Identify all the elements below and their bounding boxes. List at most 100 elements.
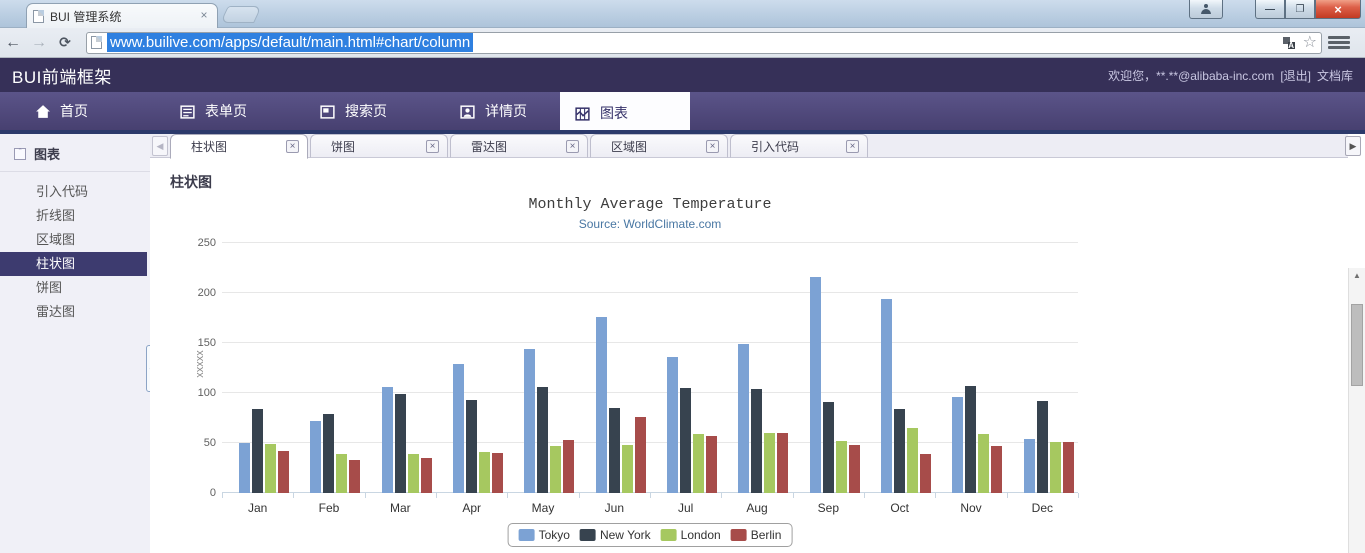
nav-item-5[interactable]: 图表: [560, 92, 690, 134]
bar-new-york-aug[interactable]: [751, 389, 763, 493]
collapse-group-icon[interactable]: ＾: [14, 147, 26, 160]
bar-new-york-nov[interactable]: [965, 386, 977, 493]
doc-tab-close-icon[interactable]: ×: [566, 139, 579, 153]
bar-tokyo-nov[interactable]: [952, 397, 964, 493]
logout-link[interactable]: [退出]: [1280, 68, 1311, 83]
doc-tab-4[interactable]: 区域图 ×: [590, 134, 728, 158]
bar-london-jun[interactable]: [621, 445, 633, 493]
legend-item-new-york[interactable]: New York: [579, 528, 651, 542]
bar-berlin-oct[interactable]: [920, 454, 931, 493]
reload-button[interactable]: ⟳: [59, 34, 71, 50]
bar-berlin-mar[interactable]: [420, 458, 432, 493]
bar-berlin-sep[interactable]: [848, 445, 860, 493]
bar-tokyo-sep[interactable]: [809, 277, 821, 493]
bar-london-sep[interactable]: [835, 441, 847, 493]
bar-berlin-aug[interactable]: [777, 433, 789, 493]
sidebar-item-6[interactable]: 雷达图: [36, 304, 76, 319]
bar-tokyo-feb[interactable]: [310, 421, 322, 493]
nav-item-2[interactable]: 表单页: [165, 92, 261, 130]
bar-tokyo-oct[interactable]: [881, 299, 892, 493]
bar-berlin-jun[interactable]: [634, 417, 646, 493]
page-scrollbar[interactable]: ▲ ▼: [1348, 268, 1365, 553]
nav-item-3[interactable]: 搜索页: [305, 92, 401, 130]
doc-tab-2[interactable]: 饼图 ×: [310, 134, 448, 158]
doc-tab-close-icon[interactable]: ×: [846, 139, 859, 153]
bar-berlin-nov[interactable]: [991, 446, 1003, 493]
x-tick: [578, 493, 580, 498]
tab-scroll-right-button[interactable]: ▶: [1345, 136, 1361, 156]
legend-item-london[interactable]: London: [660, 528, 721, 542]
bar-london-jan[interactable]: [265, 444, 276, 493]
bar-tokyo-jun[interactable]: [595, 317, 607, 493]
translate-icon[interactable]: [1282, 36, 1295, 49]
sidebar-item-1[interactable]: 引入代码: [36, 184, 89, 199]
bar-new-york-jan[interactable]: [252, 409, 263, 493]
close-window-button[interactable]: ×: [1315, 0, 1361, 19]
bar-london-dec[interactable]: [1049, 442, 1061, 493]
doc-tab-close-icon[interactable]: ×: [286, 140, 299, 153]
legend-item-tokyo[interactable]: Tokyo: [518, 528, 570, 542]
scrollbar-thumb[interactable]: [1351, 304, 1363, 386]
bar-new-york-mar[interactable]: [394, 394, 406, 493]
sidebar-item-2[interactable]: 折线图: [36, 208, 76, 223]
bar-london-nov[interactable]: [978, 434, 990, 493]
tab-scroll-left-button[interactable]: ◀: [152, 136, 168, 156]
bar-new-york-jun[interactable]: [608, 408, 620, 493]
forward-button[interactable]: →: [31, 33, 47, 51]
doclib-link[interactable]: 文档库: [1316, 68, 1353, 83]
bar-new-york-oct[interactable]: [894, 409, 905, 493]
bookmark-star-icon[interactable]: ☆: [1302, 33, 1317, 51]
bar-tokyo-dec[interactable]: [1023, 439, 1035, 493]
scroll-up-icon[interactable]: ▲: [1353, 271, 1361, 280]
bar-berlin-may[interactable]: [563, 440, 575, 493]
bar-berlin-dec[interactable]: [1062, 442, 1074, 493]
bar-tokyo-mar[interactable]: [381, 387, 393, 493]
bar-london-jul[interactable]: [693, 434, 704, 493]
bar-new-york-feb[interactable]: [323, 414, 335, 493]
restore-button[interactable]: ❐: [1285, 0, 1315, 19]
bar-new-york-may[interactable]: [537, 387, 549, 493]
bar-london-mar[interactable]: [407, 454, 419, 493]
bar-london-apr[interactable]: [479, 452, 490, 493]
new-tab-button[interactable]: [220, 6, 262, 23]
sidebar-item-5[interactable]: 饼图: [36, 280, 63, 295]
bar-tokyo-jan[interactable]: [239, 443, 250, 493]
nav-item-4[interactable]: 详情页: [445, 92, 541, 130]
bar-tokyo-jul[interactable]: [667, 357, 678, 493]
browser-menu-icon[interactable]: [1328, 34, 1350, 51]
bar-new-york-dec[interactable]: [1036, 401, 1048, 493]
bar-tokyo-aug[interactable]: [738, 344, 750, 493]
bar-berlin-jan[interactable]: [278, 451, 289, 493]
x-tick: [935, 493, 937, 498]
bar-london-may[interactable]: [550, 446, 562, 493]
legend-item-berlin[interactable]: Berlin: [730, 528, 781, 542]
tab-close-icon[interactable]: ×: [200, 8, 208, 22]
x-tick-label: Mar: [389, 501, 411, 515]
bar-berlin-feb[interactable]: [349, 460, 361, 493]
bar-berlin-apr[interactable]: [492, 453, 503, 493]
nav-item-1[interactable]: 首页: [20, 92, 102, 130]
profile-button[interactable]: [1189, 0, 1223, 19]
doc-tab-5[interactable]: 引入代码 ×: [730, 134, 868, 158]
bar-london-oct[interactable]: [907, 428, 918, 493]
bar-london-aug[interactable]: [764, 433, 776, 493]
bar-london-feb[interactable]: [336, 454, 348, 493]
doc-tab-3[interactable]: 雷达图 ×: [450, 134, 588, 158]
address-bar[interactable]: www.builive.com/apps/default/main.html#c…: [86, 31, 1322, 54]
sidebar-item-4[interactable]: 柱状图: [0, 252, 147, 276]
doc-tab-1[interactable]: 柱状图 ×: [170, 134, 308, 159]
bar-tokyo-may[interactable]: [524, 349, 536, 493]
x-tick: [293, 493, 295, 498]
bar-new-york-jul[interactable]: [680, 388, 691, 493]
back-button[interactable]: ←: [5, 33, 21, 51]
bar-new-york-apr[interactable]: [466, 400, 477, 493]
sidebar-group-header[interactable]: ＾ 图表: [0, 134, 150, 172]
doc-tab-close-icon[interactable]: ×: [706, 139, 719, 153]
bar-berlin-jul[interactable]: [706, 436, 717, 493]
bar-new-york-sep[interactable]: [822, 402, 834, 493]
sidebar-item-3[interactable]: 区域图: [36, 232, 76, 247]
bar-tokyo-apr[interactable]: [453, 364, 464, 493]
doc-tab-close-icon[interactable]: ×: [426, 139, 439, 153]
minimize-button[interactable]: —: [1255, 0, 1285, 19]
browser-tab[interactable]: BUI 管理系统 ×: [26, 3, 218, 28]
